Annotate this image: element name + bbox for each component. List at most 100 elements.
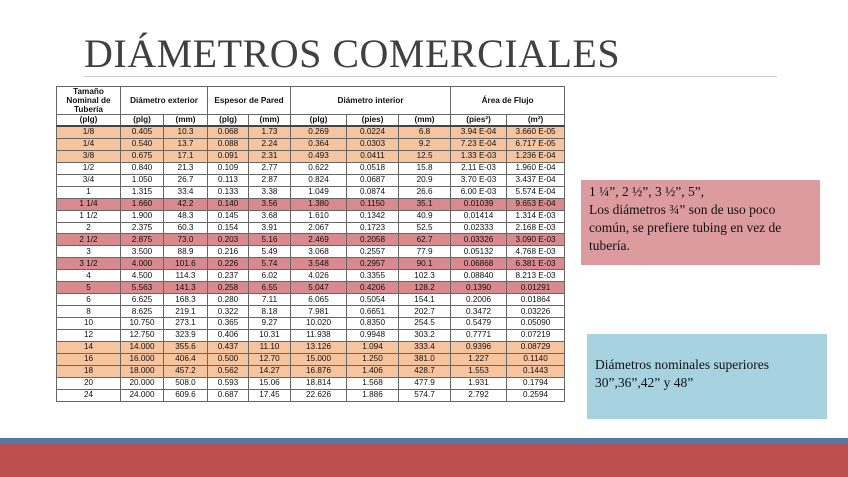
table-row: 4 4.500 114.3 0.237 6.02 4.026 0.3355 102.3 0.08… [56,269,566,283]
table-cell: 0.01291 [506,281,566,295]
table-cell: 0.109 [207,161,249,175]
table-cell: 428.7 [398,364,452,378]
table-cell: 0.2594 [506,388,566,402]
table-row: 3/8 0.675 17.1 0.091 2.31 0.493 0.0411 12.5 1.33… [56,149,566,163]
table-cell: 7.11 [247,293,292,307]
table-row: 1 1/4 1.660 42.2 0.140 3.56 1.380 0.1150 35.1 0.… [56,197,566,211]
table-row: 3 3.500 88.9 0.216 5.49 3.068 0.2557 77.9 0.0513… [56,245,566,259]
table-cell: 168.3 [163,293,208,307]
table-cell: 1.236 E-04 [506,149,566,163]
table-cell: 1.660 [120,197,164,211]
table-cell: 5 [56,281,121,295]
table-row: 20 20.000 508.0 0.593 15.06 18.814 1.568 477.9 1… [56,376,566,390]
table-cell: 11.10 [247,340,292,354]
table-cell: 17.45 [247,388,292,402]
table-cell: 477.9 [398,376,452,390]
table-cell: 0.9948 [346,328,400,342]
table-cell: 5.574 E-04 [506,185,566,199]
table-cell: 406.4 [163,352,208,366]
table-cell: 3.090 E-03 [506,233,566,247]
table-cell: 42.2 [163,197,208,211]
table-cell: 24.000 [120,388,164,402]
table-cell: 101.6 [163,257,208,271]
table-cell: 0.364 [290,137,348,151]
table-cell: 1/2 [56,161,121,175]
table-cell: 0.687 [207,388,249,402]
table-cell: 0.06868 [450,257,508,271]
table-cell: 21.3 [163,161,208,175]
table-cell: 1.094 [346,340,400,354]
note-red-line2: Los diámetros ¾” son de uso poco común, … [589,202,782,253]
table-cell: 3.56 [247,197,292,211]
table-cell: 0.2557 [346,245,400,259]
table-cell: 2.31 [247,149,292,163]
table-row: 16 16.000 406.4 0.500 12.70 15.000 1.250 381.0 1… [56,352,566,366]
unit-header: (plg) [120,114,164,127]
table-cell: 2.11 E-03 [450,161,508,175]
unit-header: (plg) [290,114,348,127]
table-cell: 0.01039 [450,197,508,211]
header-flow-area: Área de Flujo [450,86,566,115]
table-cell: 0.03226 [506,305,566,318]
table-cell: 12.750 [120,328,164,342]
table-cell: 1.227 [450,352,508,366]
table-cell: 6.065 [290,293,348,307]
header-nominal-size: Tamaño Nominal de Tubería [56,86,121,115]
footer-red-band [0,444,848,477]
table-cell: 3.500 [120,245,164,259]
table-cell: 1.610 [290,209,348,223]
table-cell: 1.886 [346,388,400,402]
table-cell: 5.74 [247,257,292,271]
table-cell: 0.1443 [506,364,566,378]
table-cell: 90.1 [398,257,452,271]
table-cell: 8.625 [120,305,164,318]
table-cell: 26.7 [163,173,208,187]
table-cell: 2.24 [247,137,292,151]
table-cell: 11.938 [290,328,348,342]
table-cell: 10.31 [247,328,292,342]
table-cell: 2.792 [450,388,508,402]
table-row: 1/8 0.405 10.3 0.068 1.73 0.269 0.0224 6.8 3.94 … [56,124,566,139]
table-cell: 10.750 [120,317,164,330]
table-row: 14 14.000 355.6 0.437 11.10 13.126 1.094 333.4 0… [56,340,566,354]
group-header-row: Tamaño Nominal de Tubería Diámetro exter… [56,86,566,115]
table-cell: 0.0518 [346,161,400,175]
table-cell: 15.8 [398,161,452,175]
table-cell: 0.05132 [450,245,508,259]
table-cell: 128.2 [398,281,452,295]
table-row: 1 1.315 33.4 0.133 3.38 1.049 0.0874 26.6 6.00 E… [56,185,566,199]
table-cell: 355.6 [163,340,208,354]
table-cell: 0.562 [207,364,249,378]
header-wall-thickness: Espesor de Pared [206,86,292,115]
table-cell: 4.768 E-03 [506,245,566,259]
table-cell: 0.113 [207,173,249,187]
table-cell: 26.6 [398,185,452,199]
title-divider [84,76,777,77]
table-cell: 0.237 [207,269,249,283]
table-cell: 52.5 [398,221,452,235]
table-cell: 6.381 E-03 [506,257,566,271]
table-cell: 0.437 [207,340,249,354]
table-row: 1/4 0.540 13.7 0.088 2.24 0.364 0.0303 9.2 7.23 … [56,137,566,151]
table-cell: 0.02333 [450,221,508,235]
table-cell: 16.000 [120,352,164,366]
table-cell: 16.876 [290,364,348,378]
table-cell: 1/4 [56,137,121,151]
table-cell: 0.0687 [346,173,400,187]
table-cell: 6.02 [247,269,292,283]
table-cell: 10.3 [163,124,208,139]
unit-header: (mm) [247,114,292,127]
table-cell: 2.87 [247,173,292,187]
table-cell: 0.3472 [450,305,508,318]
table-cell: 4.026 [290,269,348,283]
unit-header: (mm) [398,114,452,127]
unit-header-row: (plg) (plg) (mm) (plg) (mm) (plg) (pies) (mm) (p… [56,114,566,127]
table-cell: 3.94 E-04 [450,124,508,139]
table-cell: 0.1390 [450,281,508,295]
table-cell: 1.931 [450,376,508,390]
table-cell: 2.375 [120,221,164,235]
table-cell: 15.06 [247,376,292,390]
table-cell: 0.8350 [346,317,400,330]
table-row: 12 12.750 323.9 0.406 10.31 11.938 0.9948 303.2… [56,328,566,342]
table-cell: 0.133 [207,185,249,199]
